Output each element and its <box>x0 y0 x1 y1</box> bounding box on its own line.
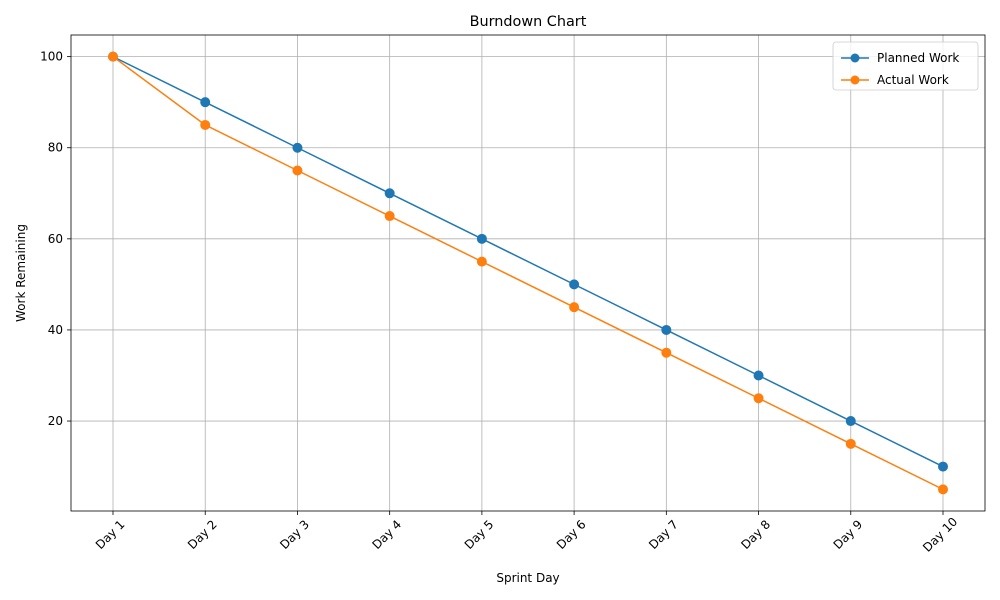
y-tick-label: 60 <box>48 232 63 246</box>
y-axis: 20 40 60 80 100 <box>40 50 71 428</box>
x-tick-label: Day 8 <box>738 517 773 552</box>
x-tick-label: Day 6 <box>554 517 589 552</box>
data-point <box>661 347 672 358</box>
chart-title: Burndown Chart <box>470 14 587 30</box>
grid <box>71 35 985 511</box>
data-point <box>661 324 672 335</box>
series-actual-work <box>108 51 948 495</box>
data-point <box>938 484 948 495</box>
legend-entry: Actual Work <box>841 73 949 87</box>
x-tick-label: Day 7 <box>646 517 681 552</box>
legend-marker <box>850 75 860 85</box>
data-point <box>476 233 487 244</box>
x-tick-label: Day 5 <box>462 517 497 552</box>
series-line <box>112 55 944 468</box>
x-axis: Day 1 Day 2 Day 3 Day 4 Day 5 Day 6 Day 7 Day 8… <box>93 511 960 555</box>
x-tick-label: Day 2 <box>185 517 220 552</box>
x-tick-label: Day 1 <box>93 517 128 552</box>
series-layer <box>108 51 948 495</box>
x-tick-label: Day 4 <box>369 517 404 552</box>
y-tick-label: 20 <box>48 414 63 428</box>
data-point <box>292 142 303 153</box>
data-point <box>200 97 211 108</box>
data-point <box>753 370 764 381</box>
legend-box <box>832 41 979 91</box>
x-axis-label: Sprint Day <box>496 571 559 585</box>
legend-label: Actual Work <box>877 73 949 87</box>
x-tick-label: Day 9 <box>831 517 866 552</box>
data-point <box>938 461 948 472</box>
y-tick-label: 80 <box>48 141 63 155</box>
data-point <box>200 119 211 130</box>
data-point <box>476 256 487 267</box>
series-line <box>112 56 944 491</box>
data-point <box>569 279 580 290</box>
data-point <box>569 302 580 313</box>
legend-marker <box>850 53 860 63</box>
y-tick-label: 100 <box>40 50 63 64</box>
plot-frame <box>70 34 986 512</box>
y-tick-label: 40 <box>48 323 63 337</box>
data-point <box>108 51 118 62</box>
data-point <box>845 416 856 427</box>
data-point <box>384 188 395 199</box>
legend-label: Planned Work <box>877 51 959 65</box>
legend: Planned Work Actual Work <box>832 41 979 91</box>
data-point <box>845 438 856 449</box>
data-point <box>753 393 764 404</box>
y-axis-label: Work Remaining <box>14 224 28 322</box>
legend-entry: Planned Work <box>841 51 959 65</box>
data-point <box>292 165 303 176</box>
x-tick-label: Day 10 <box>920 515 960 555</box>
series-planned-work <box>108 51 948 472</box>
data-point <box>384 211 395 222</box>
x-tick-label: Day 3 <box>277 517 312 552</box>
